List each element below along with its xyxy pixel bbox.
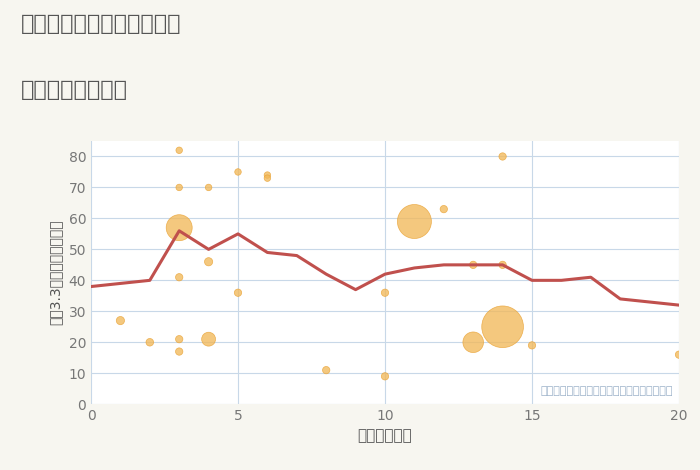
Text: 円の大きさは、取引のあった物件面積を示す: 円の大きさは、取引のあった物件面積を示す (540, 386, 673, 396)
Point (174, 336, 185, 343)
Point (174, 184, 185, 191)
Point (174, 274, 185, 281)
Point (673, 351, 685, 359)
Point (203, 258, 214, 266)
Point (144, 338, 155, 346)
Point (438, 205, 449, 213)
Point (321, 367, 332, 374)
Point (203, 336, 214, 343)
Point (262, 174, 273, 182)
Point (468, 338, 479, 346)
Point (232, 168, 244, 176)
Point (262, 171, 273, 179)
Point (203, 184, 214, 191)
Point (497, 261, 508, 269)
Point (409, 218, 420, 225)
Point (497, 153, 508, 160)
Point (497, 323, 508, 330)
Point (379, 373, 391, 380)
Point (115, 317, 126, 324)
Text: 駅距離別土地価格: 駅距離別土地価格 (21, 80, 128, 100)
Point (526, 342, 538, 349)
Point (232, 289, 244, 297)
Point (468, 261, 479, 269)
Text: 大阪府大阪市西成区津守の: 大阪府大阪市西成区津守の (21, 14, 181, 34)
Point (174, 147, 185, 154)
Y-axis label: 平（3.3㎡）単価（万円）: 平（3.3㎡）単価（万円） (49, 220, 63, 325)
Point (174, 224, 185, 231)
Point (379, 289, 391, 297)
Point (174, 348, 185, 355)
X-axis label: 駅距離（分）: 駅距離（分） (358, 429, 412, 444)
